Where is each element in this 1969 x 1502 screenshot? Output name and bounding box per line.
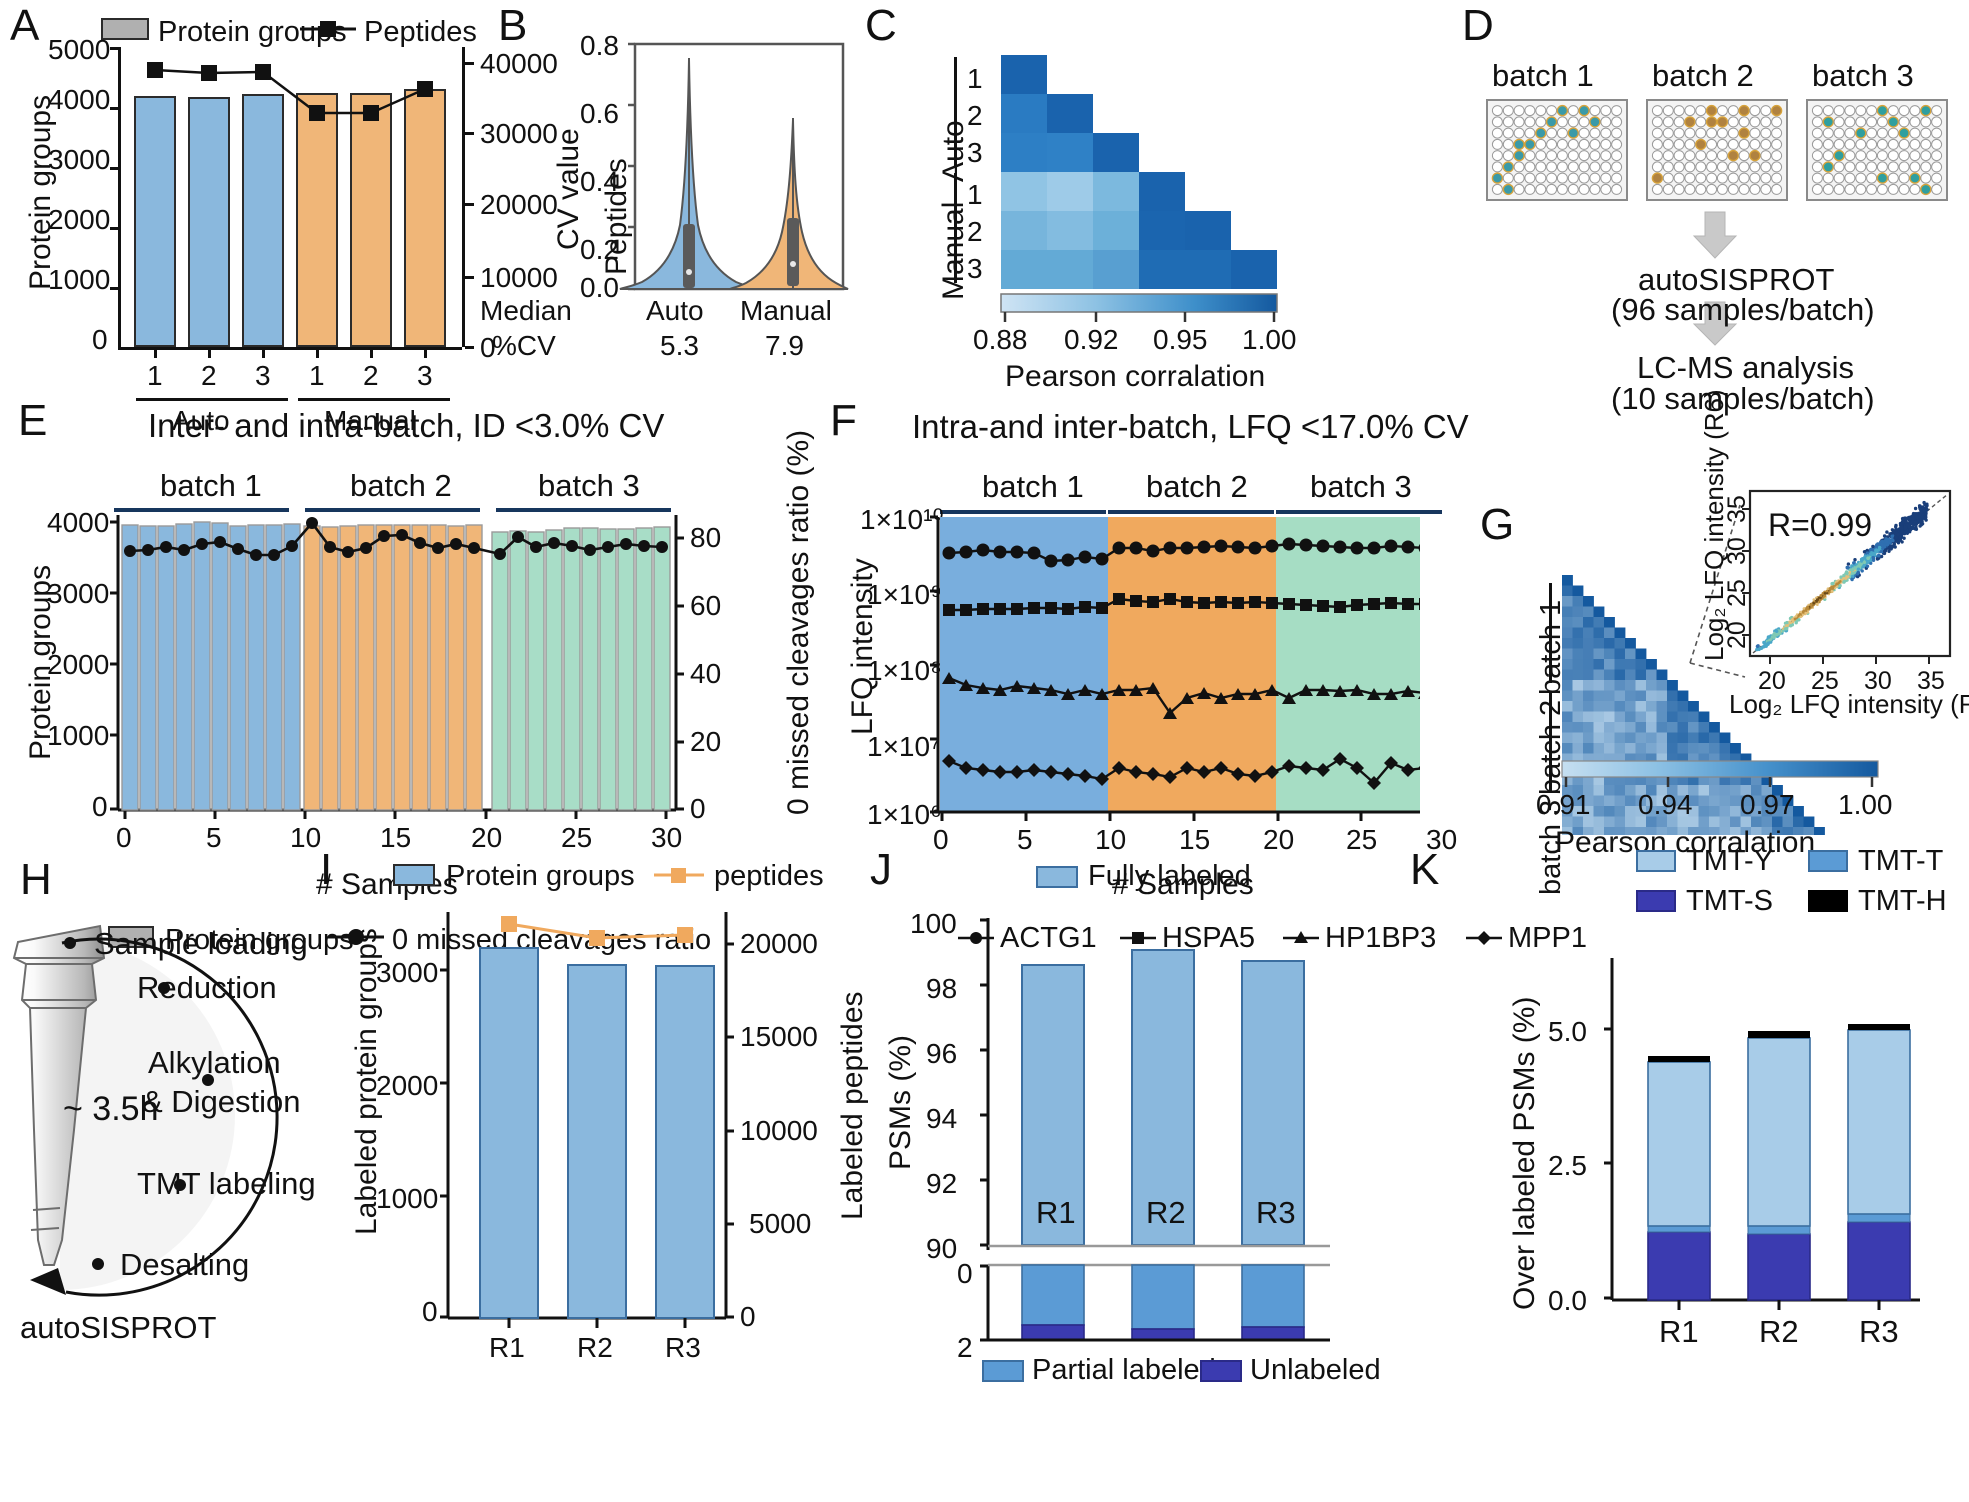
panel-f: F Intra-and inter-batch, LFQ <17.0% CV b…: [820, 395, 1420, 835]
panel-c: C Auto Manual 1 2 3 1 2 3: [855, 0, 1295, 380]
panel-h-step-3: Alkylation: [148, 1045, 281, 1081]
panel-g: G batch 1 batch 2 batch 3 0.91 0.94 0.97…: [1420, 395, 1969, 835]
panel-c-cbar-tick: 0.92: [1064, 324, 1119, 356]
panel-a-y-axis-right: [462, 47, 465, 347]
panel-j-xtick: R3: [1256, 1195, 1296, 1231]
panel-j-xtick: R1: [1036, 1195, 1076, 1231]
panel-g-inset: R=0.99 20 25 30 35 20 25 30 35 Log₂ LFQ …: [1705, 483, 1969, 713]
panel-f-chart: [820, 395, 1420, 835]
panel-a-xtick: 3: [255, 360, 271, 392]
panel-i-xtick: R3: [665, 1332, 701, 1364]
panel-j: J Fully labeled PSMs (%) 100 98 96 94 92…: [860, 840, 1420, 1502]
panel-c-cbar-tick: 1.00: [1242, 324, 1297, 356]
panel-a-xtick: 2: [201, 360, 217, 392]
panel-i-ytick-right: 5000: [749, 1208, 811, 1240]
panel-h-step-2: Reduction: [137, 970, 277, 1006]
panel-h-center-text: ~ 3.5h: [63, 1090, 158, 1129]
panel-b-group-manual: Manual: [740, 295, 832, 327]
panel-h-step-4: TMT labeling: [137, 1166, 316, 1202]
panel-i-ytick-right: 0: [740, 1301, 756, 1333]
panel-h-step-5: Desalting: [120, 1247, 249, 1283]
panel-k-xtick: R1: [1659, 1314, 1699, 1350]
panel-g-cbar-tick: 1.00: [1838, 789, 1893, 821]
panel-k-xtick: R3: [1859, 1314, 1899, 1350]
panel-e-ytick-right: 80: [690, 522, 721, 554]
panel-k-chart: [1400, 840, 1969, 1502]
panel-h-step-3b: & Digestion: [142, 1084, 301, 1120]
panel-j-legend-unlabeled-swatch: [1200, 1360, 1242, 1382]
panel-g-inset-xlabel: Log₂ LFQ intensity (R5): [1729, 689, 1969, 720]
panel-b-median-label: Median: [480, 295, 572, 327]
panel-e-ytick-right: 0: [690, 793, 706, 825]
panel-e-ytick-right: 40: [690, 658, 721, 690]
panel-j-xtick: R2: [1146, 1195, 1186, 1231]
panel-d: D batch 1 batch 2 batch 3 autoSISPROT (9…: [1430, 0, 1969, 380]
panel-a-x-axis: [118, 347, 462, 350]
panel-a-xtick: 3: [417, 360, 433, 392]
panel-e: E Inter- and intra-batch, ID <3.0% CV ba…: [0, 395, 830, 835]
panel-i-xtick: R2: [577, 1332, 613, 1364]
panel-g-cbar-tick: 0.97: [1740, 789, 1795, 821]
panel-g-inset-ylabel: Log₂ LFQ intensity (R6): [1699, 389, 1730, 661]
panel-g-cbar-tick: 0.94: [1638, 789, 1693, 821]
panel-a-xtick: 1: [147, 360, 163, 392]
panel-b-median-auto: 5.3: [660, 330, 699, 362]
panel-d-step1-line2: (96 samples/batch): [1611, 292, 1875, 328]
panel-i-ytick-right: 15000: [740, 1021, 818, 1053]
panel-c-heatmap: [855, 0, 1295, 380]
panel-g-cbar-tick: 0.91: [1536, 789, 1591, 821]
panel-k-xtick: R2: [1759, 1314, 1799, 1350]
panel-a-peptides-line: [0, 0, 480, 380]
panel-e-ylabel-right: 0 missed cleavages ratio (%): [782, 430, 816, 815]
panel-c-xlabel: Pearson corralation: [1005, 360, 1265, 394]
panel-i: I Protein groups peptides Labeled protei…: [320, 840, 840, 1502]
panel-j-legend-unlabeled-label: Unlabeled: [1250, 1354, 1381, 1387]
panel-e-ytick-right: 60: [690, 590, 721, 622]
panel-i-xtick: R1: [489, 1332, 525, 1364]
panel-i-ytick-right: 20000: [740, 928, 818, 960]
panel-h-caption: autoSISPROT: [20, 1310, 216, 1346]
panel-i-ytick-right: 10000: [740, 1115, 818, 1147]
panel-c-cbar-tick: 0.95: [1153, 324, 1208, 356]
panel-b-median-manual: 7.9: [765, 330, 804, 362]
panel-j-chart: [860, 840, 1420, 1502]
panel-a-xtick: 1: [309, 360, 325, 392]
panel-a: A Protein groups Peptides 5000 4000 3000…: [0, 0, 480, 380]
panel-g-inset-rvalue: R=0.99: [1768, 507, 1872, 544]
panel-b-pctcv-label: %CV: [492, 330, 556, 362]
panel-b-group-auto: Auto: [646, 295, 704, 327]
panel-j-legend-partial-swatch: [982, 1360, 1024, 1382]
panel-e-ytick-right: 20: [690, 726, 721, 758]
panel-k: K TMT-Y TMT-T TMT-S TMT-H Over labeled P…: [1400, 840, 1969, 1502]
panel-h-step-1: Sample loading: [94, 926, 308, 962]
panel-j-legend-partial-label: Partial labeled: [1032, 1354, 1216, 1387]
panel-a-xtick: 2: [363, 360, 379, 392]
panel-c-cbar-tick: 0.88: [973, 324, 1028, 356]
